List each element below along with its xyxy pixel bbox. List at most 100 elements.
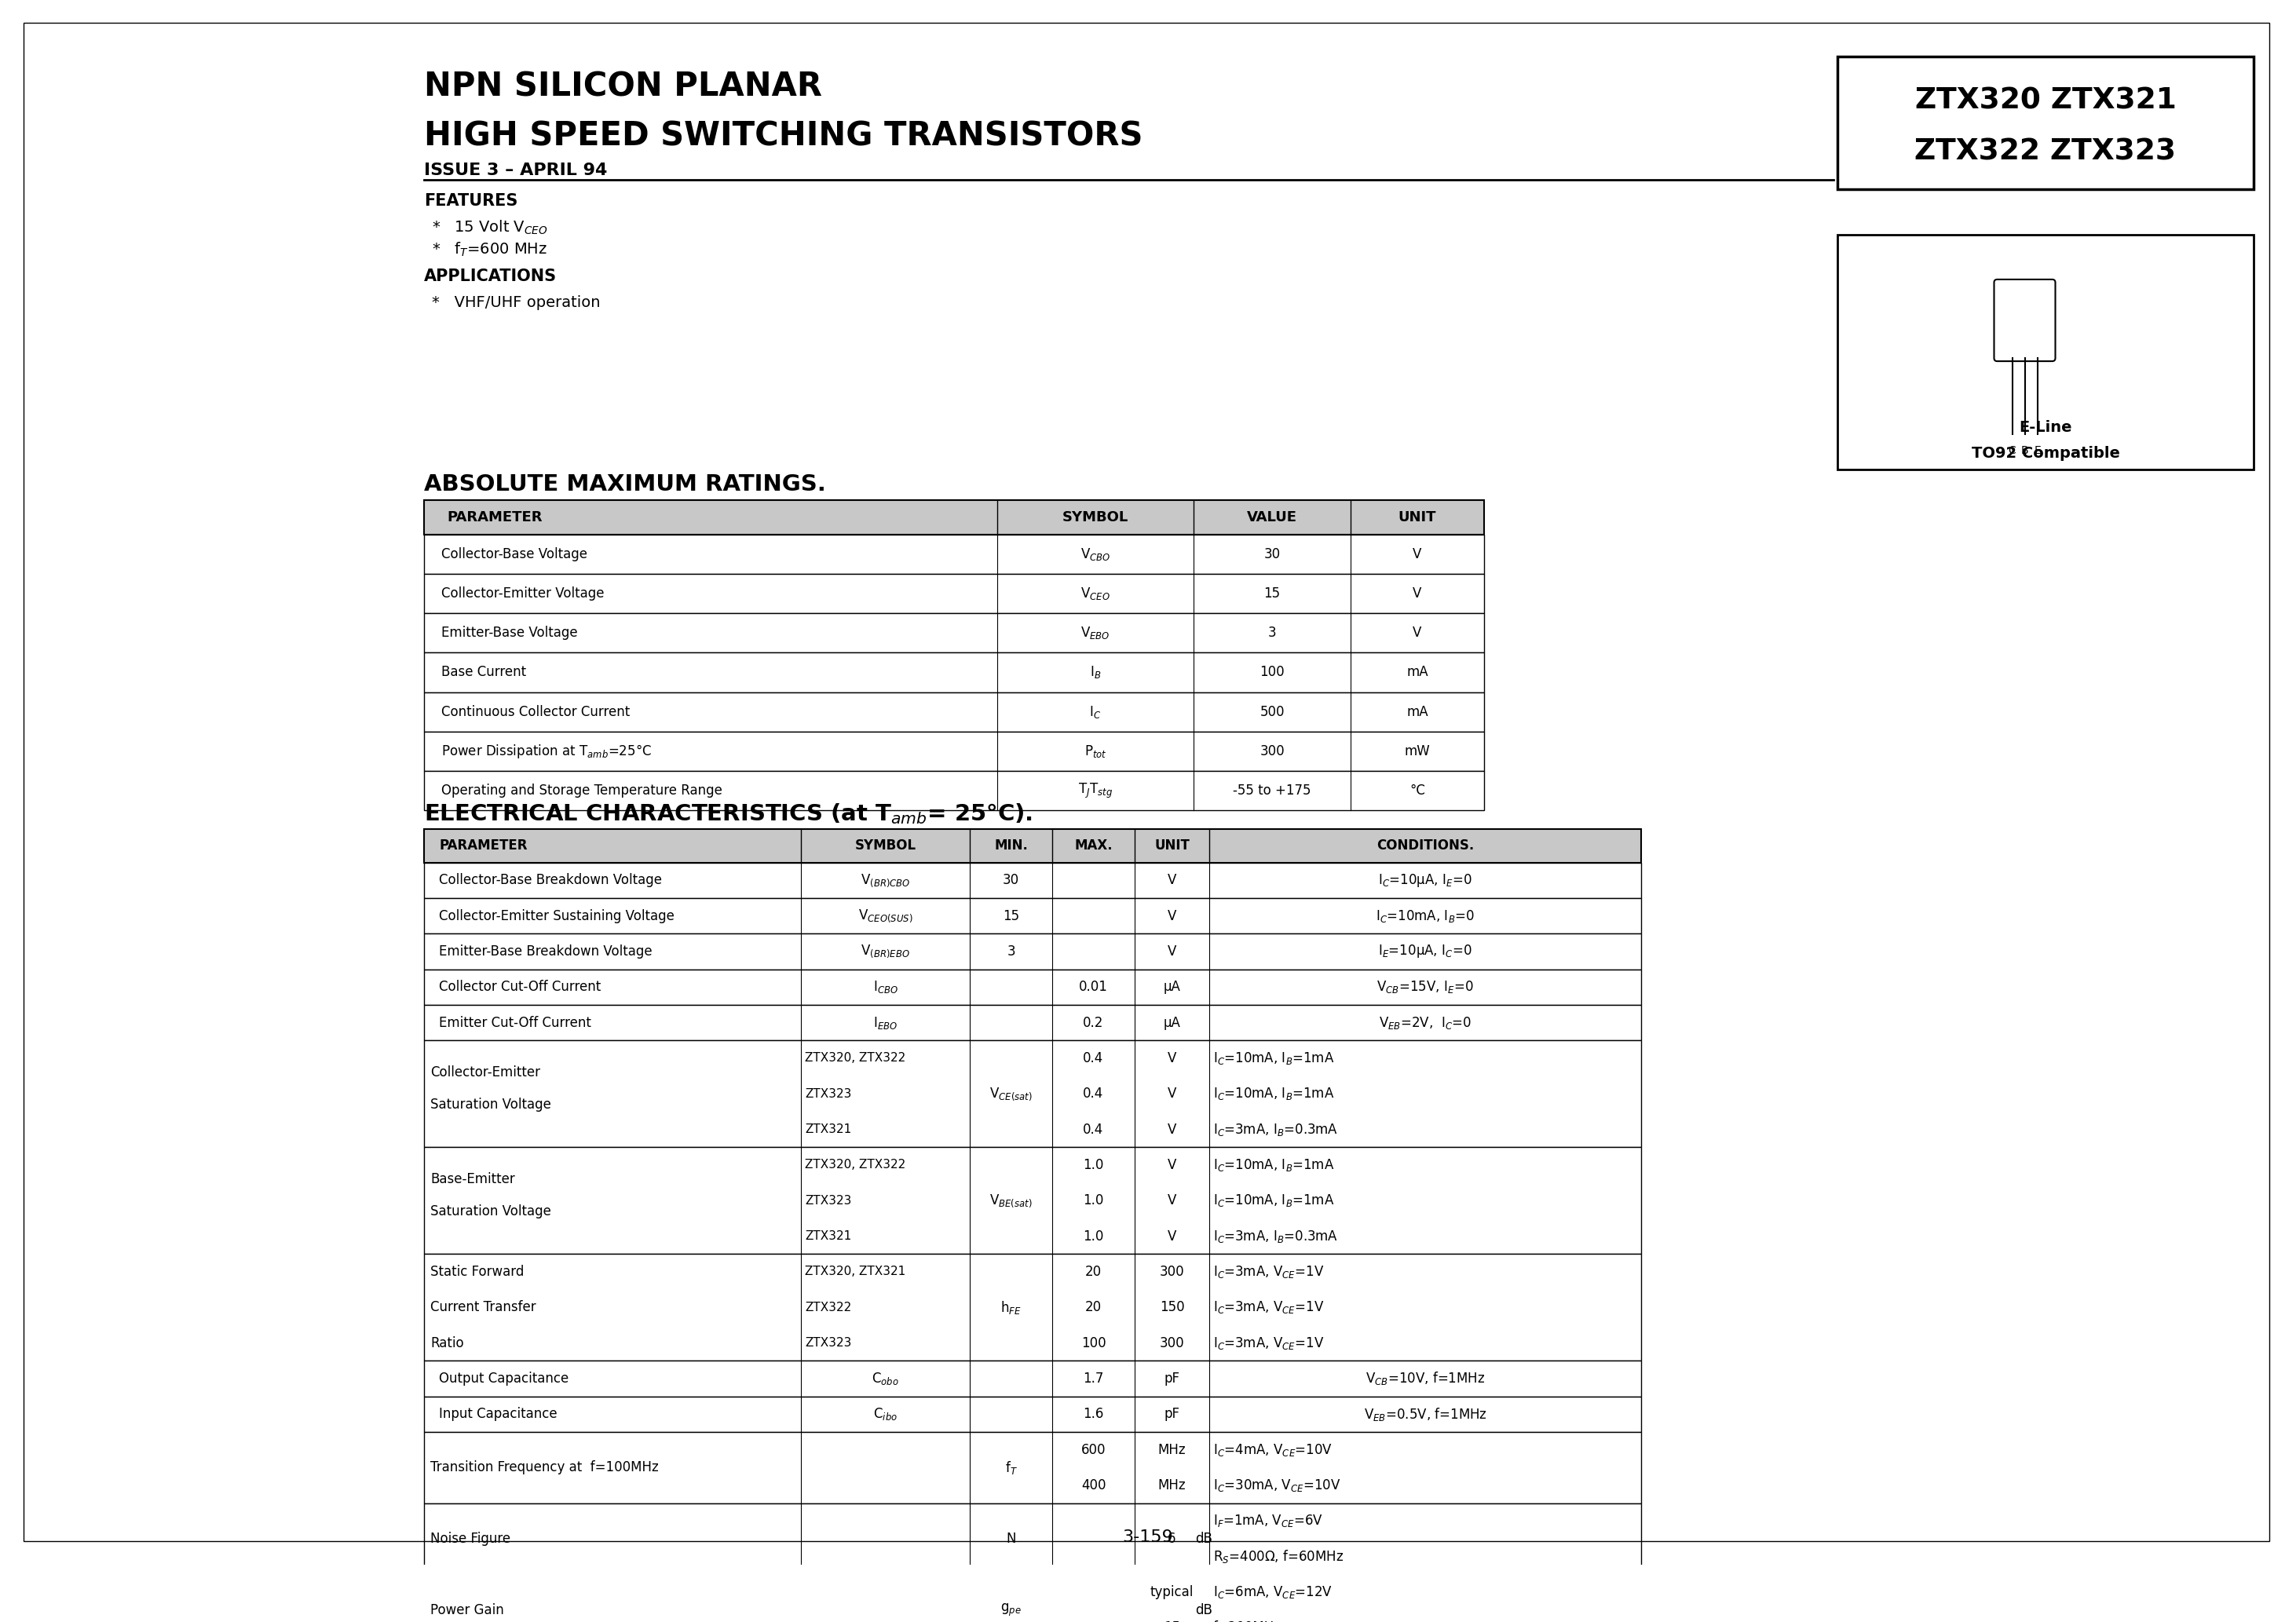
- Text: 0.4: 0.4: [1084, 1087, 1104, 1101]
- Text: SYMBOL: SYMBOL: [1063, 511, 1127, 524]
- Text: V$_{CBO}$: V$_{CBO}$: [1081, 547, 1111, 563]
- Text: N: N: [1006, 1531, 1015, 1546]
- Text: I$_C$: I$_C$: [1088, 704, 1102, 720]
- Text: ZTX321: ZTX321: [806, 1231, 852, 1242]
- Bar: [1837, 57, 2255, 70]
- Text: Noise Figure: Noise Figure: [429, 1531, 510, 1546]
- Text: pF: pF: [1164, 1406, 1180, 1421]
- Text: PARAMETER: PARAMETER: [448, 511, 542, 524]
- Text: 100: 100: [1261, 665, 1283, 680]
- Text: MHz: MHz: [1157, 1478, 1187, 1492]
- Text: FEATURES: FEATURES: [425, 193, 519, 209]
- Text: ELECTRICAL CHARACTERISTICS (at T$_{amb}$= 25°C).: ELECTRICAL CHARACTERISTICS (at T$_{amb}$…: [425, 801, 1033, 826]
- Text: ISSUE 3 – APRIL 94: ISSUE 3 – APRIL 94: [425, 162, 606, 178]
- Text: 20: 20: [1086, 1301, 1102, 1314]
- Text: Operating and Storage Temperature Range: Operating and Storage Temperature Range: [441, 783, 723, 798]
- Text: V$_{EBO}$: V$_{EBO}$: [1081, 624, 1111, 641]
- Text: I$_{CBO}$: I$_{CBO}$: [872, 980, 898, 994]
- Text: f$_T$: f$_T$: [1006, 1460, 1017, 1476]
- Text: I$_C$=3mA, I$_B$=0.3mA: I$_C$=3mA, I$_B$=0.3mA: [1212, 1121, 1339, 1137]
- Text: Emitter-Base Breakdown Voltage: Emitter-Base Breakdown Voltage: [439, 944, 652, 959]
- Text: I$_C$=3mA, V$_{CE}$=1V: I$_C$=3mA, V$_{CE}$=1V: [1212, 1264, 1325, 1280]
- Bar: [425, 899, 1642, 934]
- Text: Base Current: Base Current: [441, 665, 526, 680]
- Text: V$_{CE(sat)}$: V$_{CE(sat)}$: [990, 1085, 1033, 1101]
- Bar: [1837, 57, 2255, 190]
- Text: pF: pF: [1164, 1372, 1180, 1385]
- Text: I$_F$=1mA, V$_{CE}$=6V: I$_F$=1mA, V$_{CE}$=6V: [1212, 1513, 1322, 1530]
- Text: V$_{CB}$=10V, f=1MHz: V$_{CB}$=10V, f=1MHz: [1366, 1371, 1486, 1387]
- Text: V$_{EB}$=2V,  I$_C$=0: V$_{EB}$=2V, I$_C$=0: [1380, 1015, 1472, 1030]
- Text: V: V: [1166, 1194, 1176, 1208]
- Text: ZTX320 ZTX321: ZTX320 ZTX321: [1915, 86, 2177, 115]
- Text: Collector-Emitter Voltage: Collector-Emitter Voltage: [441, 587, 604, 600]
- Text: V$_{CEO}$: V$_{CEO}$: [1081, 586, 1111, 602]
- Text: V: V: [1412, 587, 1421, 600]
- Text: SYMBOL: SYMBOL: [854, 839, 916, 853]
- Text: TO92 Compatible: TO92 Compatible: [1972, 446, 2119, 461]
- Text: 1.0: 1.0: [1084, 1229, 1104, 1242]
- Text: *   15 Volt V$_{CEO}$: * 15 Volt V$_{CEO}$: [432, 219, 549, 235]
- Text: V$_{CEO(SUS)}$: V$_{CEO(SUS)}$: [859, 908, 912, 925]
- Bar: [425, 934, 1642, 970]
- Text: ZTX321: ZTX321: [806, 1124, 852, 1135]
- Text: MIN.: MIN.: [994, 839, 1029, 853]
- Text: mA: mA: [1407, 704, 1428, 719]
- Text: E: E: [2034, 444, 2041, 456]
- Bar: [425, 1040, 1642, 1147]
- Text: ZTX322: ZTX322: [806, 1301, 852, 1314]
- Text: μA: μA: [1164, 980, 1180, 994]
- Text: ZTX320, ZTX321: ZTX320, ZTX321: [806, 1265, 905, 1278]
- Text: mW: mW: [1405, 744, 1430, 757]
- Text: PARAMETER: PARAMETER: [439, 839, 528, 853]
- Text: 1.7: 1.7: [1084, 1372, 1104, 1385]
- Text: Collector-Base Voltage: Collector-Base Voltage: [441, 547, 588, 561]
- Text: APPLICATIONS: APPLICATIONS: [425, 269, 558, 284]
- Text: I$_C$=10mA, I$_B$=1mA: I$_C$=10mA, I$_B$=1mA: [1212, 1051, 1334, 1066]
- Text: 0.01: 0.01: [1079, 980, 1109, 994]
- Text: E-Line: E-Line: [2018, 420, 2071, 435]
- Text: typical: typical: [1150, 1585, 1194, 1599]
- Bar: [425, 1006, 1642, 1040]
- Bar: [1837, 235, 2255, 469]
- Text: MAX.: MAX.: [1075, 839, 1114, 853]
- Text: 300: 300: [1159, 1337, 1185, 1350]
- Text: V: V: [1412, 626, 1421, 641]
- Text: UNIT: UNIT: [1398, 511, 1437, 524]
- Text: V$_{(BR)CBO}$: V$_{(BR)CBO}$: [861, 873, 909, 889]
- Text: 100: 100: [1081, 1337, 1107, 1350]
- Text: ZTX322 ZTX323: ZTX322 ZTX323: [1915, 138, 2177, 167]
- Text: CONDITIONS.: CONDITIONS.: [1375, 839, 1474, 853]
- Bar: [425, 1147, 1642, 1254]
- Text: I$_B$: I$_B$: [1091, 665, 1102, 680]
- Bar: [425, 1432, 1642, 1504]
- Text: ZTX323: ZTX323: [806, 1337, 852, 1350]
- Text: I$_E$=10μA, I$_C$=0: I$_E$=10μA, I$_C$=0: [1378, 944, 1472, 960]
- Bar: [425, 732, 1483, 770]
- Bar: [425, 574, 1483, 613]
- Text: I$_C$=3mA, V$_{CE}$=1V: I$_C$=3mA, V$_{CE}$=1V: [1212, 1335, 1325, 1351]
- Text: V: V: [1166, 908, 1176, 923]
- Text: I$_C$=10μA, I$_E$=0: I$_C$=10μA, I$_E$=0: [1378, 873, 1472, 889]
- Text: 0.4: 0.4: [1084, 1051, 1104, 1066]
- Text: °C: °C: [1410, 783, 1426, 798]
- Bar: [425, 1361, 1642, 1397]
- Text: I$_C$=4mA, V$_{CE}$=10V: I$_C$=4mA, V$_{CE}$=10V: [1212, 1442, 1332, 1458]
- Text: mA: mA: [1407, 665, 1428, 680]
- Text: V: V: [1166, 1087, 1176, 1101]
- Text: V$_{EB}$=0.5V, f=1MHz: V$_{EB}$=0.5V, f=1MHz: [1364, 1406, 1488, 1422]
- Bar: [425, 613, 1483, 652]
- Text: 3-159: 3-159: [1123, 1530, 1173, 1546]
- Text: Collector-Emitter Sustaining Voltage: Collector-Emitter Sustaining Voltage: [439, 908, 675, 923]
- Text: 15: 15: [1003, 908, 1019, 923]
- Text: I$_C$=3mA, I$_B$=0.3mA: I$_C$=3mA, I$_B$=0.3mA: [1212, 1228, 1339, 1244]
- Text: V: V: [1166, 1158, 1176, 1173]
- Text: ZTX323: ZTX323: [806, 1088, 852, 1100]
- Text: Saturation Voltage: Saturation Voltage: [429, 1204, 551, 1218]
- Text: UNIT: UNIT: [1155, 839, 1189, 853]
- Text: Saturation Voltage: Saturation Voltage: [429, 1098, 551, 1111]
- Text: Power Gain: Power Gain: [429, 1603, 503, 1617]
- Text: VALUE: VALUE: [1247, 511, 1297, 524]
- Text: 1.0: 1.0: [1084, 1158, 1104, 1173]
- Text: g$_{pe}$: g$_{pe}$: [1001, 1603, 1022, 1617]
